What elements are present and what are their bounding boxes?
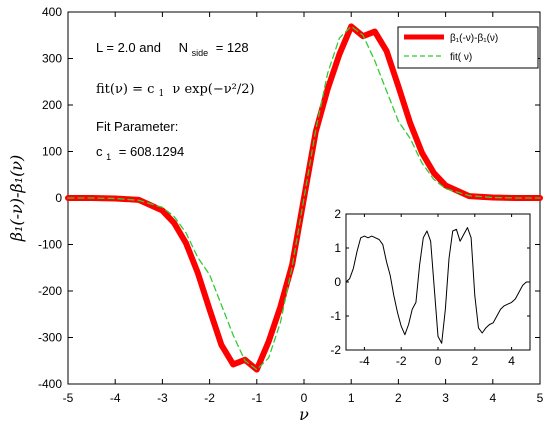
inset-x-tick-label: -4 [359, 354, 370, 368]
inset-x-tick-label: 4 [508, 354, 515, 368]
main-y-tick-label: 100 [42, 145, 62, 159]
main-y-tick-label: 300 [42, 52, 62, 66]
fit-formula-lhs: fit(ν) = c [96, 82, 154, 97]
fit-formula-sub: 1 [159, 89, 165, 99]
annotation-nside-value: = 128 [216, 40, 249, 55]
inset-chart: -4 -2 0 2 4 2 1 0 -1 -2 [330, 207, 531, 368]
annotation-nside-sub: side [192, 48, 209, 58]
inset-y-tick-label: 2 [334, 207, 341, 221]
main-y-tick-label: -100 [38, 238, 62, 252]
main-x-tick-label: -3 [157, 391, 168, 405]
main-y-tick-label: -300 [38, 331, 62, 345]
inset-y-tick-label: 0 [334, 275, 341, 289]
main-x-tick-label: -4 [110, 391, 121, 405]
legend-label-fit: fit( ν) [450, 52, 472, 63]
fit-param-c: c [96, 144, 103, 159]
main-x-tick-label: 0 [301, 391, 308, 405]
main-x-tick-label: 2 [395, 391, 402, 405]
fit-param-value: = 608.1294 [119, 144, 184, 159]
legend-box [397, 26, 539, 69]
svg-text:fit(ν) = c 1 ν exp: fit(ν) = c 1 ν exp(−ν²/2) [96, 82, 255, 100]
legend: β₁(-ν)-β₁(ν) fit( ν) [397, 26, 539, 69]
main-x-tick-label: -2 [204, 391, 215, 405]
main-y-tick-label: 400 [42, 5, 62, 19]
main-y-tick-label: -200 [38, 284, 62, 298]
inset-plot-frame [345, 213, 531, 351]
inset-series-0-line [345, 227, 531, 344]
main-series-group [65, 23, 543, 373]
main-x-tick-label: 3 [442, 391, 449, 405]
fit-formula-rhs: ν exp(−ν²/2) [172, 82, 254, 97]
y-axis-label: β₁(-ν)-β₁(ν) [7, 155, 26, 243]
annotation-params: L = 2.0 and N side = 128 fit(ν) = c 1 ν … [96, 40, 255, 163]
legend-label-data: β₁(-ν)-β₁(ν) [450, 33, 498, 44]
inset-x-tick-label: 0 [435, 354, 442, 368]
svg-text:c 1 = 608.1294: c 1 = 608.1294 [96, 144, 184, 163]
svg-text:L = 2.0 and N sid: L = 2.0 and N side = 128 [96, 40, 249, 59]
inset-x-tick-label: 2 [471, 354, 478, 368]
main-series-0-line [65, 23, 543, 373]
annotation-l-value: L = 2.0 and [96, 40, 161, 55]
inset-axis-ticks: -4 -2 0 2 4 2 1 0 -1 -2 [330, 207, 530, 368]
main-x-tick-label: 5 [537, 391, 544, 405]
main-axis-ticks: -5 -4 -3 -2 -1 0 1 2 3 4 54003002001000-100-200-30… [38, 5, 544, 405]
annotation-nside-n: N [179, 40, 188, 55]
main-x-tick-label: -5 [63, 391, 74, 405]
fit-param-title: Fit Parameter: [96, 119, 178, 134]
main-x-tick-label: 1 [348, 391, 355, 405]
main-y-tick-label: -400 [38, 377, 62, 391]
inset-x-tick-label: -2 [396, 354, 407, 368]
fit-param-sub: 1 [106, 152, 111, 162]
inset-y-tick-label: 1 [334, 241, 341, 255]
inset-y-tick-label: -1 [330, 309, 341, 323]
main-x-tick-label: 4 [489, 391, 496, 405]
main-y-tick-label: 200 [42, 98, 62, 112]
x-axis-label: ν [299, 405, 309, 424]
inset-series-group [345, 227, 531, 344]
main-x-tick-label: -1 [251, 391, 262, 405]
inset-y-tick-label: -2 [330, 343, 341, 357]
main-y-tick-label: 0 [55, 191, 62, 205]
